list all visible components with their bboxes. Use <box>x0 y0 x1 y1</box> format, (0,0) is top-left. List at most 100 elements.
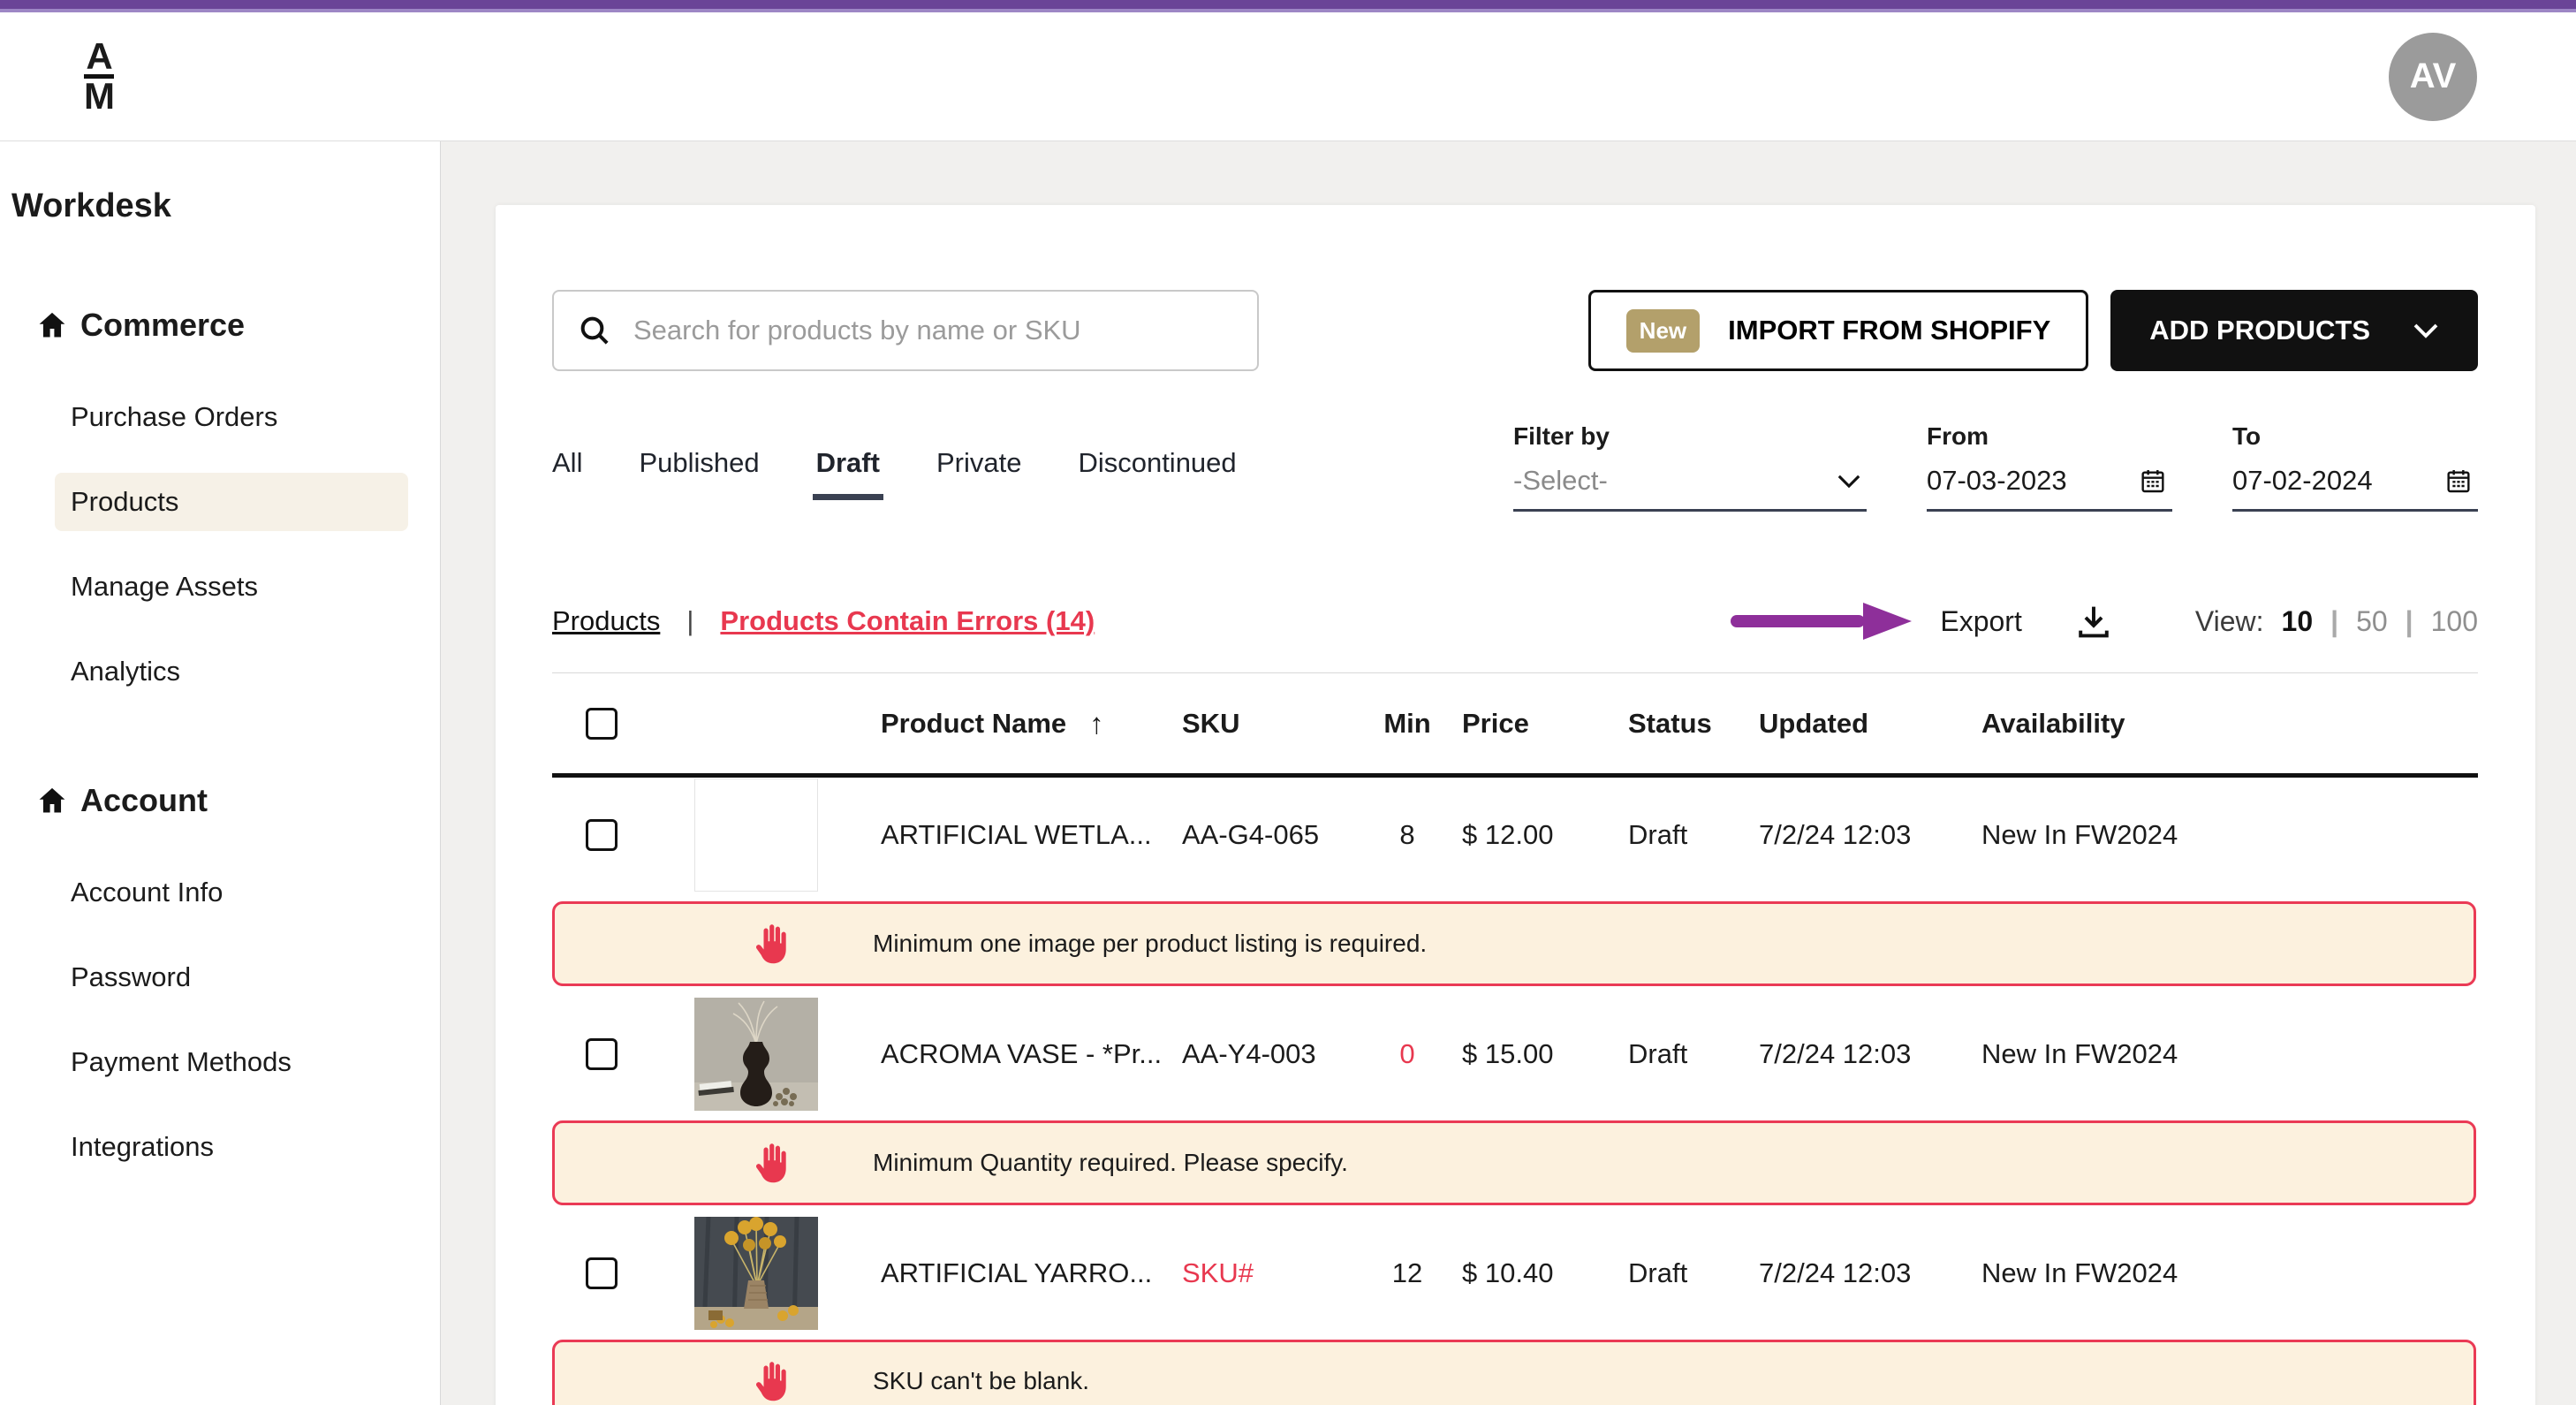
column-header-status: Status <box>1628 707 1712 739</box>
top-bar: A M AV <box>0 12 2576 141</box>
filter-by-select[interactable]: -Select- <box>1513 451 1867 512</box>
view-separator: | <box>2330 604 2339 637</box>
sidebar-section-header-commerce[interactable]: Commerce <box>11 307 440 344</box>
product-min: 8 <box>1399 819 1415 850</box>
sidebar-item-password[interactable]: Password <box>71 961 192 992</box>
column-header-updated: Updated <box>1759 707 1868 739</box>
column-header-price: Price <box>1462 707 1529 739</box>
sidebar-section-header-account[interactable]: Account <box>11 782 440 819</box>
error-message: Minimum Quantity required. Please specif… <box>873 1149 1348 1176</box>
download-icon[interactable] <box>2073 601 2114 642</box>
table-row[interactable]: ARTIFICIAL YARRO... SKU# 12 $ 10.40 Draf… <box>552 1216 2478 1331</box>
sidebar-section-label: Account <box>80 782 208 818</box>
to-date-field[interactable]: 07-02-2024 <box>2232 451 2478 512</box>
search-icon <box>580 316 609 345</box>
sidebar-item-analytics[interactable]: Analytics <box>71 656 181 687</box>
products-link[interactable]: Products <box>552 605 661 636</box>
view-option-50[interactable]: 50 <box>2356 604 2388 637</box>
import-from-shopify-button[interactable]: New IMPORT FROM SHOPIFY <box>1587 290 2089 371</box>
annotation-arrow <box>1731 603 1913 640</box>
product-image-dark-vase <box>694 998 818 1111</box>
view-option-100[interactable]: 100 <box>2430 604 2478 637</box>
view-separator: | <box>2405 604 2413 637</box>
product-image-placeholder <box>694 778 818 892</box>
search-box[interactable] <box>552 290 1259 371</box>
sidebar-item-purchase-orders[interactable]: Purchase Orders <box>71 401 278 432</box>
table-row[interactable]: ACROMA VASE - *Pr... AA-Y4-003 0 $ 15.00… <box>552 997 2478 1112</box>
error-message: SKU can't be blank. <box>873 1367 1090 1394</box>
view-option-10[interactable]: 10 <box>2281 604 2314 637</box>
tab-private[interactable]: Private <box>936 447 1022 478</box>
calendar-icon[interactable] <box>2444 467 2473 495</box>
tab-draft[interactable]: Draft <box>812 447 884 500</box>
stop-hand-icon <box>755 924 786 964</box>
export-button[interactable]: Export <box>1940 604 2022 637</box>
main-area: New IMPORT FROM SHOPIFY ADD PRODUCTS All… <box>441 141 2576 1405</box>
products-contain-errors-link[interactable]: Products Contain Errors (14) <box>720 605 1095 636</box>
product-availability: New In FW2024 <box>1981 819 2178 850</box>
row-checkbox[interactable] <box>586 1038 617 1070</box>
add-products-button[interactable]: ADD PRODUCTS <box>2110 290 2478 371</box>
from-date-value: 07-03-2023 <box>1927 465 2067 496</box>
tab-discontinued[interactable]: Discontinued <box>1078 447 1237 478</box>
product-min-error: 0 <box>1399 1038 1415 1069</box>
sidebar-item-integrations[interactable]: Integrations <box>71 1131 214 1162</box>
column-header-availability: Availability <box>1981 707 2125 739</box>
select-all-checkbox[interactable] <box>586 707 617 740</box>
sidebar-item-account-info[interactable]: Account Info <box>71 877 224 908</box>
product-image-yellow-yarrow <box>694 1217 818 1330</box>
sort-ascending-icon[interactable]: ↑ <box>1089 706 1104 740</box>
error-banner: Minimum one image per product listing is… <box>552 901 2476 986</box>
sidebar: Workdesk Commerce Purchase Orders Produc… <box>0 141 441 1405</box>
product-updated: 7/2/24 12:03 <box>1759 819 1912 850</box>
product-status: Draft <box>1628 1038 1688 1069</box>
sidebar-section-account: Account Account Info Password Payment Me… <box>11 782 440 1176</box>
product-availability: New In FW2024 <box>1981 1257 2178 1288</box>
product-price: $ 10.40 <box>1462 1257 1554 1288</box>
stop-hand-icon <box>755 1362 786 1401</box>
sidebar-item-products[interactable]: Products <box>55 473 408 531</box>
product-updated: 7/2/24 12:03 <box>1759 1038 1912 1069</box>
from-date-field[interactable]: 07-03-2023 <box>1927 451 2172 512</box>
column-header-product-name[interactable]: Product Name <box>881 707 1067 739</box>
product-name[interactable]: ARTIFICIAL WETLA... <box>881 819 1152 850</box>
search-input[interactable] <box>633 315 1234 346</box>
product-availability: New In FW2024 <box>1981 1038 2178 1069</box>
error-banner: Minimum Quantity required. Please specif… <box>552 1120 2476 1205</box>
sidebar-item-payment-methods[interactable]: Payment Methods <box>71 1046 292 1077</box>
product-status: Draft <box>1628 819 1688 850</box>
home-icon <box>39 787 65 813</box>
table-row[interactable]: ARTIFICIAL WETLA... AA-G4-065 8 $ 12.00 … <box>552 778 2478 892</box>
sidebar-item-manage-assets[interactable]: Manage Assets <box>71 571 258 602</box>
top-accent-strip-light <box>0 9 2576 12</box>
filter-by-value: -Select- <box>1513 465 1608 496</box>
chevron-down-icon <box>2413 323 2438 338</box>
filter-by-label: Filter by <box>1513 422 1610 450</box>
to-label: To <box>2232 422 2262 450</box>
logo-letter-top: A <box>86 35 112 77</box>
error-banner: SKU can't be blank. SKU is already exist… <box>552 1340 2476 1405</box>
product-price: $ 12.00 <box>1462 819 1554 850</box>
row-checkbox[interactable] <box>586 1257 617 1289</box>
table-top-divider <box>552 672 2478 673</box>
sidebar-section-commerce: Commerce Purchase Orders Products Manage… <box>11 307 440 701</box>
view-label: View: <box>2194 604 2264 637</box>
chevron-down-icon <box>1837 475 1860 488</box>
product-price: $ 15.00 <box>1462 1038 1554 1069</box>
product-name[interactable]: ARTIFICIAL YARRO... <box>881 1257 1153 1288</box>
to-date-value: 07-02-2024 <box>2232 465 2373 496</box>
tab-all[interactable]: All <box>552 447 583 478</box>
sidebar-section-label: Commerce <box>80 307 246 343</box>
user-avatar[interactable]: AV <box>2389 32 2477 121</box>
stop-hand-icon <box>755 1143 786 1183</box>
row-checkbox[interactable] <box>586 819 617 851</box>
subnav-separator: | <box>686 605 694 636</box>
table-header-row: Product Name ↑ SKU Min Price Status Upda… <box>552 673 2478 778</box>
brand-logo[interactable]: A M <box>80 35 118 115</box>
product-name[interactable]: ACROMA VASE - *Pr... <box>881 1038 1163 1069</box>
calendar-icon[interactable] <box>2139 467 2167 495</box>
new-badge: New <box>1625 308 1701 353</box>
product-sku: AA-Y4-003 <box>1182 1038 1316 1069</box>
error-message: Minimum one image per product listing is… <box>873 930 1428 957</box>
tab-published[interactable]: Published <box>639 447 760 478</box>
